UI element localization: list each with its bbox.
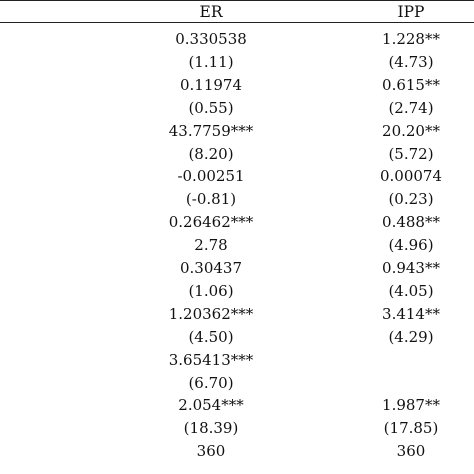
cell-ipp: 0.615** [382, 75, 440, 94]
cell-er: 1.20362*** [168, 304, 254, 323]
table-row: (18.39) (17.85) [0, 417, 474, 439]
cell-er: 0.330538 [175, 30, 247, 48]
cell-er: (6.70) [188, 373, 234, 392]
table-header-row: ER IPP [0, 1, 474, 23]
table-row: (8.20) (5.72) [0, 143, 474, 165]
table-row: (-0.81) (0.23) [0, 188, 474, 210]
cell-er: 43.7759*** [168, 121, 254, 140]
table-row: 1.20362*** 3.414** [0, 303, 474, 325]
cell-er: (-0.81) [185, 190, 237, 209]
cell-ipp: 20.20** [382, 121, 440, 140]
table-row: 2.78 (4.96) [0, 234, 474, 256]
cell-er: 2.054*** [178, 396, 244, 415]
cell-er: -0.00251 [177, 167, 245, 186]
cell-ipp: 0.00074 [379, 167, 443, 186]
cell-er: 0.11974 [179, 75, 243, 94]
cell-er: (1.11) [188, 52, 234, 71]
cell-er: (1.06) [188, 281, 234, 300]
cell-ipp: 0.488** [382, 213, 440, 232]
table-row: (4.50) (4.29) [0, 326, 474, 348]
table-row: (0.55) (2.74) [0, 97, 474, 119]
cell-ipp: 3.414** [382, 304, 440, 323]
cell-ipp: (4.96) [388, 236, 434, 255]
cell-er: (4.50) [188, 327, 234, 346]
cell-ipp: (17.85) [383, 419, 439, 438]
cell-er: (0.55) [188, 98, 234, 117]
cell-ipp: 360 [396, 442, 426, 461]
cell-er: 2.78 [194, 236, 228, 255]
table-row: (1.11) (4.73) [0, 51, 474, 73]
cell-ipp: (2.74) [388, 98, 434, 117]
table-row: 43.7759*** 20.20** [0, 120, 474, 142]
table-row: 0.26462*** 0.488** [0, 211, 474, 233]
table-row: 0.11974 0.615** [0, 74, 474, 96]
table-row: (6.70) [0, 372, 474, 394]
cell-ipp: (4.29) [388, 327, 434, 346]
header-er: ER [199, 3, 223, 21]
cell-ipp: 1.228** [382, 30, 440, 48]
cell-ipp: 1.987** [382, 396, 440, 415]
table-row: 0.330538 1.228** [0, 28, 474, 50]
cell-ipp: (0.23) [388, 190, 434, 209]
cell-ipp: 0.943** [382, 259, 440, 277]
cell-er: 0.30437 [179, 259, 243, 277]
table-row: -0.00251 0.00074 [0, 165, 474, 187]
cell-er: (8.20) [188, 144, 234, 163]
table-row: (1.06) (4.05) [0, 280, 474, 302]
table-row: 0.30437 0.943** [0, 257, 474, 279]
table-header-rule [0, 22, 474, 23]
cell-ipp: (4.05) [388, 281, 434, 300]
table-top-rule [0, 0, 474, 1]
cell-ipp: (5.72) [388, 144, 434, 163]
cell-er: 3.65413*** [168, 350, 254, 369]
cell-er: 360 [196, 442, 226, 461]
header-ipp: IPP [397, 3, 425, 21]
cell-er: (18.39) [183, 419, 239, 438]
table-row: 2.054*** 1.987** [0, 394, 474, 416]
table-row: 3.65413*** [0, 349, 474, 371]
cell-ipp: (4.73) [388, 52, 434, 71]
cell-er: 0.26462*** [168, 213, 254, 232]
table-row: 360 360 [0, 440, 474, 462]
